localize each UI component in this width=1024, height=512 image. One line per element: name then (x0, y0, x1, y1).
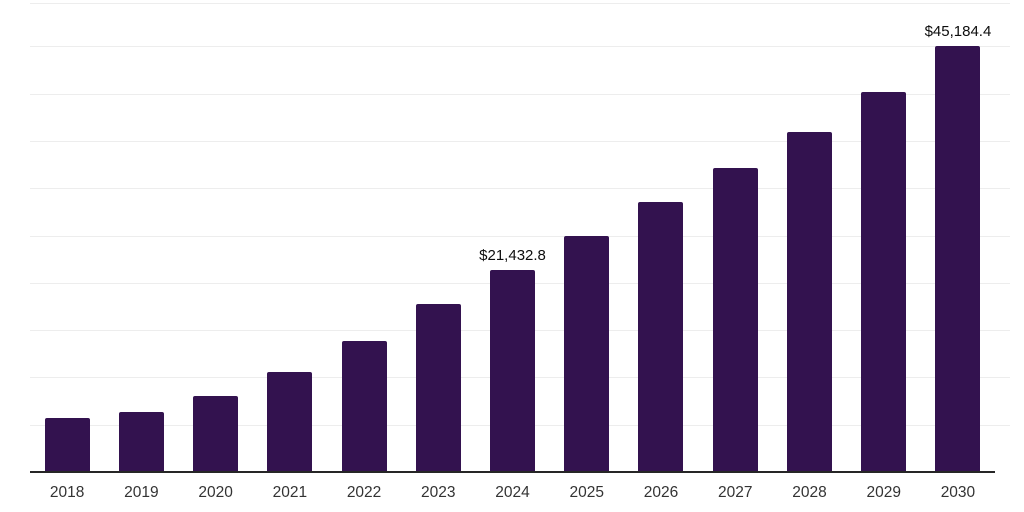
bar-2020 (193, 396, 239, 473)
x-tick-label-2022: 2022 (346, 484, 382, 501)
x-tick-label-2027: 2027 (717, 484, 753, 501)
bar-column-2030: $45,184.4 (921, 3, 995, 473)
bar-column-2022 (327, 3, 401, 473)
x-tick-label-2018: 2018 (49, 484, 85, 501)
x-axis-tick-labels: 2018 2019 2020 2021 2022 2023 2024 2025 2026 2027… (30, 484, 995, 501)
bar-column-2027 (698, 3, 772, 473)
bar-2023 (415, 303, 461, 473)
gridline (30, 46, 1010, 48)
x-tick-label-2030: 2030 (940, 484, 976, 501)
x-tick-label-2020: 2020 (198, 484, 233, 501)
plot-area: $21,432.8 $45,184.4 (30, 3, 995, 473)
bar-2028 (786, 131, 832, 473)
bar-column-2024: $21,432.8 (475, 3, 549, 473)
bar-column-2023 (401, 3, 475, 473)
bar-2027 (712, 167, 758, 473)
x-axis-line (30, 471, 995, 473)
bar-column-2029 (847, 3, 921, 473)
gridline (30, 188, 1010, 190)
x-tick-label-2029: 2029 (866, 484, 901, 501)
x-tick-label-2021: 2021 (272, 484, 308, 501)
x-tick-label-2024: 2024 (495, 484, 530, 501)
x-tick-label-2019: 2019 (124, 484, 159, 501)
x-tick-label-2023: 2023 (421, 484, 456, 501)
bar-column-2021 (253, 3, 327, 473)
x-tick-label-2028: 2028 (792, 484, 827, 501)
bar-2025 (564, 235, 610, 473)
bar-2021 (267, 371, 313, 473)
gridline (30, 235, 1010, 237)
bar-2029 (861, 92, 907, 473)
bar-column-2025 (550, 3, 624, 473)
bar-column-2020 (178, 3, 252, 473)
bar-column-2026 (624, 3, 698, 473)
bar-2022 (341, 340, 387, 473)
bar-value-label-2024: $21,432.8 (479, 247, 546, 265)
bar-2024 (490, 270, 536, 473)
x-tick-label-2026: 2026 (643, 484, 679, 501)
gridline (30, 93, 1010, 95)
bar-2019 (118, 412, 164, 473)
bar-2018 (44, 418, 90, 473)
bar-column-2019 (104, 3, 178, 473)
gridline (30, 141, 1010, 143)
bar-2026 (638, 202, 684, 473)
bar-column-2028 (772, 3, 846, 473)
bar-column-2018 (30, 3, 104, 473)
bar-2030 (935, 45, 981, 473)
gridline (30, 3, 1010, 4)
bar-value-label-2030: $45,184.4 (924, 22, 992, 40)
x-tick-label-2025: 2025 (569, 484, 604, 501)
